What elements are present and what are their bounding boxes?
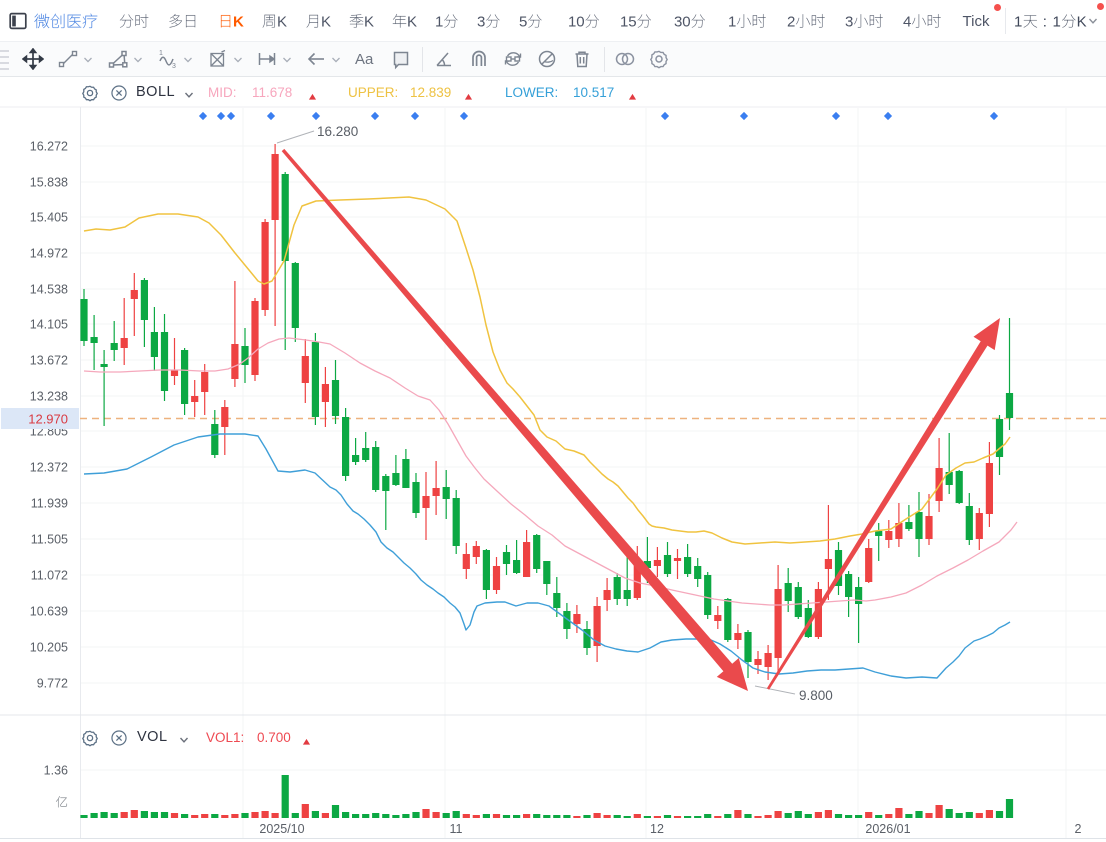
svg-text:1: 1 <box>435 14 443 31</box>
svg-text:9.772: 9.772 <box>37 677 68 691</box>
svg-text:10.205: 10.205 <box>30 641 68 655</box>
svg-text:3: 3 <box>674 14 682 31</box>
svg-text:3: 3 <box>172 63 176 70</box>
svg-text:K: K <box>233 14 244 31</box>
svg-text:3: 3 <box>845 14 853 31</box>
svg-text:K: K <box>364 14 374 31</box>
svg-text:K: K <box>1077 14 1087 31</box>
svg-text:2: 2 <box>787 14 795 31</box>
svg-text:12.970: 12.970 <box>28 412 68 427</box>
svg-text::: : <box>1043 14 1047 31</box>
svg-text:16.272: 16.272 <box>30 140 68 154</box>
svg-text:1: 1 <box>1053 14 1061 31</box>
svg-text:1: 1 <box>620 14 628 31</box>
svg-text:4: 4 <box>903 14 911 31</box>
svg-text:15.838: 15.838 <box>30 176 68 190</box>
svg-text:16.280: 16.280 <box>317 124 358 139</box>
svg-text:1.36: 1.36 <box>44 764 68 778</box>
svg-text:1: 1 <box>1014 14 1022 31</box>
svg-text:K: K <box>277 14 287 31</box>
svg-text:13.238: 13.238 <box>30 390 68 404</box>
svg-text:13.672: 13.672 <box>30 354 68 368</box>
svg-text:2025/10: 2025/10 <box>259 822 304 836</box>
svg-text:K: K <box>321 14 331 31</box>
svg-text:3: 3 <box>477 14 485 31</box>
svg-text:12: 12 <box>650 822 664 836</box>
svg-text:2026/01: 2026/01 <box>865 822 910 836</box>
svg-text:12.372: 12.372 <box>30 461 68 475</box>
svg-text:0: 0 <box>576 14 584 31</box>
svg-text:10.639: 10.639 <box>30 605 68 619</box>
svg-text:11: 11 <box>450 822 463 836</box>
svg-text:1: 1 <box>568 14 576 31</box>
svg-text:5: 5 <box>628 14 636 31</box>
svg-text:9.800: 9.800 <box>799 688 833 703</box>
svg-text:15.405: 15.405 <box>30 211 68 225</box>
svg-text:K: K <box>407 14 417 31</box>
svg-text:14.972: 14.972 <box>30 247 68 261</box>
svg-text:5: 5 <box>519 14 527 31</box>
svg-text:11.505: 11.505 <box>31 533 68 547</box>
svg-text:11.072: 11.072 <box>31 569 68 583</box>
svg-text:14.105: 14.105 <box>30 318 68 332</box>
svg-text:1: 1 <box>159 50 163 57</box>
svg-text:11.939: 11.939 <box>31 497 68 511</box>
svg-text:14.538: 14.538 <box>30 283 68 297</box>
svg-text:0: 0 <box>682 14 690 31</box>
svg-text:1: 1 <box>728 14 736 31</box>
svg-text:2: 2 <box>1075 822 1082 836</box>
